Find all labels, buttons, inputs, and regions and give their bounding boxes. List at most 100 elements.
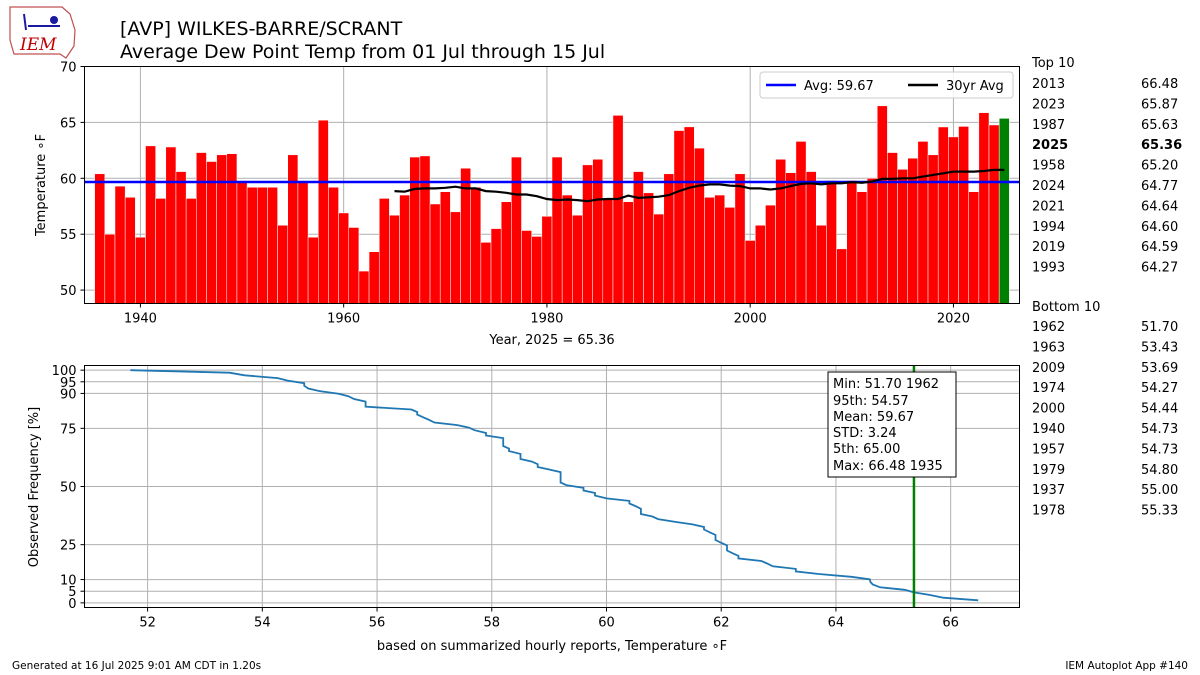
bar-2005 [795,141,807,304]
top10-year: 2024 [1032,179,1065,194]
bar-1993 [673,130,685,304]
bar-chart-xlabel: Year, 2025 = 65.36 [488,333,614,348]
bar-2006 [805,171,817,304]
top10-value: 64.27 [1141,261,1178,276]
bar-1946 [196,152,207,304]
bar-chart-ticks: 1940 1960 1980 2000 2020 50 55 60 65 70 [60,61,970,327]
bottom10-value: 53.69 [1141,361,1178,376]
y-tick-label: 5 [68,585,76,600]
bar-1960 [338,212,349,304]
bottom10-value: 54.27 [1141,381,1178,396]
frequency-chart-ylabel: Observed Frequency [%] [27,407,42,567]
bar-2012 [866,178,878,304]
bar-1937 [104,233,116,304]
frequency-line [130,369,979,602]
bar-1968 [419,155,431,304]
bottom10-year: 1978 [1032,504,1065,519]
x-tick-label: 62 [713,616,730,631]
chart-title: [AVP] WILKES-BARRE/SCRANT [120,18,403,40]
bar-1956 [297,182,309,304]
bar-1962 [358,270,370,304]
bar-1997 [714,194,726,304]
stat-min: Min: 51.70 1962 [833,377,939,392]
bar-2014 [887,152,898,304]
y-tick-label: 75 [60,422,77,437]
bar-2001 [755,224,766,304]
bar-1981 [551,156,563,304]
top10-value: 65.63 [1141,118,1178,133]
chart-subtitle: Average Dew Point Temp from 01 Jul throu… [120,41,605,63]
top10-year: 2025 [1032,138,1068,153]
frequency-chart-xlabel: based on summarized hourly reports, Temp… [377,639,727,654]
stat-95th: 95th: 54.57 [833,394,909,409]
bar-1958 [318,119,329,304]
bar-chart-frame [84,66,1020,304]
bottom10-year: 1962 [1032,320,1065,335]
bar-1964 [378,198,390,304]
bar-1965 [389,214,400,304]
bar-2011 [856,191,868,304]
bar-1961 [348,227,360,304]
bar-1945 [185,198,197,304]
y-tick-label: 0 [68,597,76,612]
bar-1963 [368,251,380,304]
bar-1976 [500,201,512,304]
top10-year: 2023 [1032,97,1065,112]
y-tick-label: 50 [60,284,77,299]
y-tick-label: 10 [60,574,77,589]
x-tick-label: 66 [942,616,959,631]
x-tick-label: 2000 [734,312,767,327]
bottom10-year: 1937 [1032,483,1065,498]
top10-year: 2019 [1032,240,1065,255]
top10-year: 1993 [1032,261,1065,276]
y-tick-label: 60 [60,172,77,187]
top10-title: Top 10 [1031,56,1075,71]
bar-2025 [998,118,1010,304]
bar-1987 [612,115,624,304]
bar-1974 [480,242,492,304]
top10-year: 1994 [1032,220,1065,235]
bar-1984 [582,164,593,304]
top10-value: 66.48 [1141,77,1178,92]
bar-2016 [907,157,919,304]
bar-1994 [683,126,695,304]
bar-1957 [307,236,319,304]
bar-1941 [145,145,156,304]
bar-1939 [124,197,136,304]
bar-1999 [734,173,746,304]
bar-1991 [653,213,665,304]
bar-1954 [277,224,289,304]
bottom10-year: 1963 [1032,340,1065,355]
bar-1952 [257,186,268,304]
top10-value: 64.59 [1141,240,1178,255]
bar-1989 [633,171,644,304]
bar-1944 [175,171,187,304]
top10-value: 64.64 [1141,199,1178,214]
iem-logo: IEM [9,6,76,59]
bar-1978 [521,230,532,304]
bottom10-value: 55.33 [1141,504,1178,519]
bar-2009 [836,248,847,304]
y-tick-label: 55 [60,228,77,243]
bottom10-year: 2009 [1032,361,1065,376]
bottom10-value: 53.43 [1141,340,1178,355]
top10-value: 65.87 [1141,97,1178,112]
bar-2021 [958,126,969,304]
bar-chart-ylabel: Temperature ∘F [34,134,49,237]
bottom10-value: 51.70 [1141,320,1178,335]
bottom10-title: Bottom 10 [1032,300,1100,315]
stats-box-frame [827,371,957,478]
bottom10-value: 54.73 [1141,422,1178,437]
footer-generated: Generated at 16 Jul 2025 9:01 AM CDT in … [12,660,261,672]
bar-1959 [328,186,339,304]
top10-value: 65.36 [1141,138,1182,153]
bar-1977 [511,156,522,304]
top10-year: 1987 [1032,118,1065,133]
bar-2015 [897,169,908,304]
bar-1950 [236,182,248,304]
bottom10-year: 1979 [1032,463,1065,478]
bar-series [94,105,1010,304]
bar-1951 [246,186,258,304]
